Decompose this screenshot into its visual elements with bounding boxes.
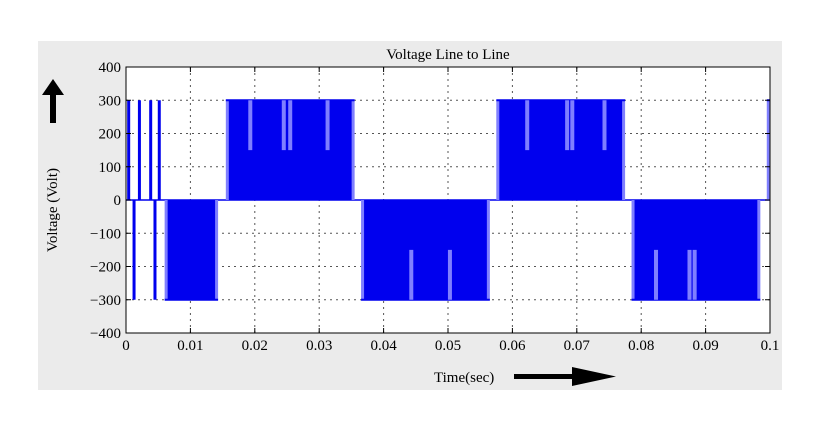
switching-notch <box>654 249 659 300</box>
up-arrow-icon <box>42 79 64 123</box>
y-tick-label: −300 <box>90 293 121 309</box>
y-tick-label: −200 <box>90 260 121 276</box>
voltage-pulse-envelope <box>766 100 770 200</box>
switching-notch <box>248 100 253 151</box>
x-tick-label: 0.06 <box>499 338 526 354</box>
x-axis: 0 0.01 0.02 0.03 0.04 0.05 0.06 0.07 0.08 0.09 0.1 <box>122 67 779 354</box>
x-tick-label: 0.01 <box>177 338 203 354</box>
x-tick-label: 0.07 <box>564 338 591 354</box>
y-tick-label: 100 <box>99 160 122 176</box>
y-tick-label: 0 <box>114 193 122 209</box>
voltage-pulse <box>127 100 131 200</box>
y-tick-label: −100 <box>90 226 121 242</box>
y-axis: 400 300 200 100 0 −100 −200 −300 −400 <box>90 60 770 342</box>
voltage-pulse <box>167 200 216 300</box>
voltage-series <box>126 99 770 301</box>
chart-title: Voltage Line to Line <box>386 47 510 63</box>
x-tick-label: 0.09 <box>692 338 718 354</box>
x-tick-label: 0.08 <box>628 338 654 354</box>
voltage-pulse <box>157 100 161 200</box>
voltage-pulse <box>364 200 487 300</box>
switching-notch <box>525 100 530 151</box>
y-tick-label: 300 <box>99 93 122 109</box>
switching-notch <box>570 100 575 151</box>
x-tick-label: 0 <box>122 338 130 354</box>
switching-notch <box>281 100 286 151</box>
right-arrow-icon <box>514 367 616 386</box>
y-tick-label: 400 <box>99 60 122 76</box>
switching-notch <box>602 100 607 151</box>
x-tick-label: 0.02 <box>242 338 268 354</box>
voltage-pulse <box>149 100 153 200</box>
y-tick-label: −400 <box>90 326 121 342</box>
x-axis-label: Time(sec) <box>434 370 494 386</box>
switching-notch <box>447 249 452 300</box>
voltage-pulse <box>153 200 157 300</box>
x-tick-label: 0.1 <box>761 338 780 354</box>
switching-notch <box>325 100 330 151</box>
voltage-pulse <box>132 200 136 300</box>
switching-notch <box>288 100 293 151</box>
x-tick-label: 0.04 <box>370 338 397 354</box>
y-axis-label: Voltage (Volt) <box>45 168 61 252</box>
switching-notch <box>687 249 692 300</box>
voltage-pulse <box>137 100 141 200</box>
switching-notch <box>692 249 697 300</box>
switching-notch <box>565 100 570 151</box>
voltage-pulse <box>499 100 623 200</box>
y-tick-label: 200 <box>99 127 122 143</box>
switching-notch <box>409 249 414 300</box>
x-tick-label: 0.05 <box>435 338 461 354</box>
x-tick-label: 0.03 <box>306 338 332 354</box>
chart-figure: 400 300 200 100 0 −100 −200 −300 −400 0 0.01 0.02 0… <box>38 41 782 390</box>
